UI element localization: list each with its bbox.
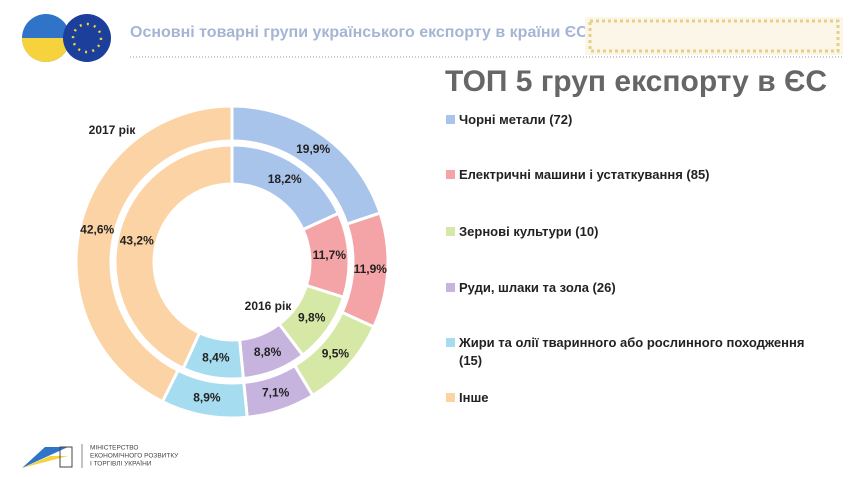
data-label: 8,8%	[254, 345, 282, 359]
legend-swatch	[446, 338, 455, 347]
legend-item: Зернові культури (10)	[446, 223, 831, 241]
legend-swatch	[446, 170, 455, 179]
ukraine-flag-yellow	[22, 38, 70, 62]
data-label: 43,2%	[120, 233, 154, 247]
footer-text: МІНІСТЕРСТВО	[90, 445, 138, 452]
donut-segment	[74, 104, 234, 404]
header-title: Основні товарні групи українського експо…	[130, 24, 588, 41]
ornament-pattern	[588, 19, 840, 53]
donut-segment	[113, 143, 234, 371]
legend-item: Жири та олії тваринного або рослинного п…	[446, 334, 831, 370]
data-label: 8,4%	[202, 350, 230, 364]
data-label: 18,2%	[268, 172, 302, 186]
eu-flag	[63, 14, 111, 62]
footer-text: ЕКОНОМІЧНОГО РОЗВИТКУ	[90, 453, 179, 460]
legend-swatch	[446, 283, 455, 292]
legend-item: Інше	[446, 389, 831, 407]
legend-text: Інше	[459, 390, 489, 405]
footer-text: І ТОРГІВЛІ УКРАЇНИ	[90, 460, 152, 468]
legend-text: Жири та олії тваринного або рослинного п…	[459, 335, 805, 368]
legend-item: Електричні машини і устаткування (85)	[446, 166, 831, 184]
legend-swatch	[446, 227, 455, 236]
legend-text: Зернові культури (10)	[459, 224, 599, 239]
legend-item: Чорні метали (72)	[446, 111, 831, 129]
data-label: 11,7%	[313, 248, 347, 262]
data-label: 7,1%	[262, 386, 290, 400]
legend-text: Руди, шлаки та зола (26)	[459, 280, 616, 295]
trident	[59, 446, 73, 468]
legend-text: Електричні машини і устаткування (85)	[459, 167, 710, 182]
ministry-logo-yellow	[22, 456, 68, 468]
data-label: 19,9%	[296, 142, 330, 156]
data-label: 9,5%	[322, 346, 350, 360]
ornament	[585, 17, 843, 55]
eu-stars	[71, 22, 103, 54]
data-label: 9,8%	[298, 310, 326, 324]
ministry-logo	[22, 447, 68, 468]
legend-text: Чорні метали (72)	[459, 112, 573, 127]
legend-swatch	[446, 393, 455, 402]
ring-label: 2017 рік	[89, 123, 137, 137]
data-label: 8,9%	[193, 390, 221, 404]
legend-swatch	[446, 115, 455, 124]
data-label: 11,9%	[354, 262, 388, 276]
data-label: 42,6%	[80, 222, 114, 236]
ring-label: 2016 рік	[245, 299, 293, 313]
chart-title: ТОП 5 груп експорту в ЄС	[445, 65, 827, 98]
legend-item: Руди, шлаки та зола (26)	[446, 279, 831, 297]
